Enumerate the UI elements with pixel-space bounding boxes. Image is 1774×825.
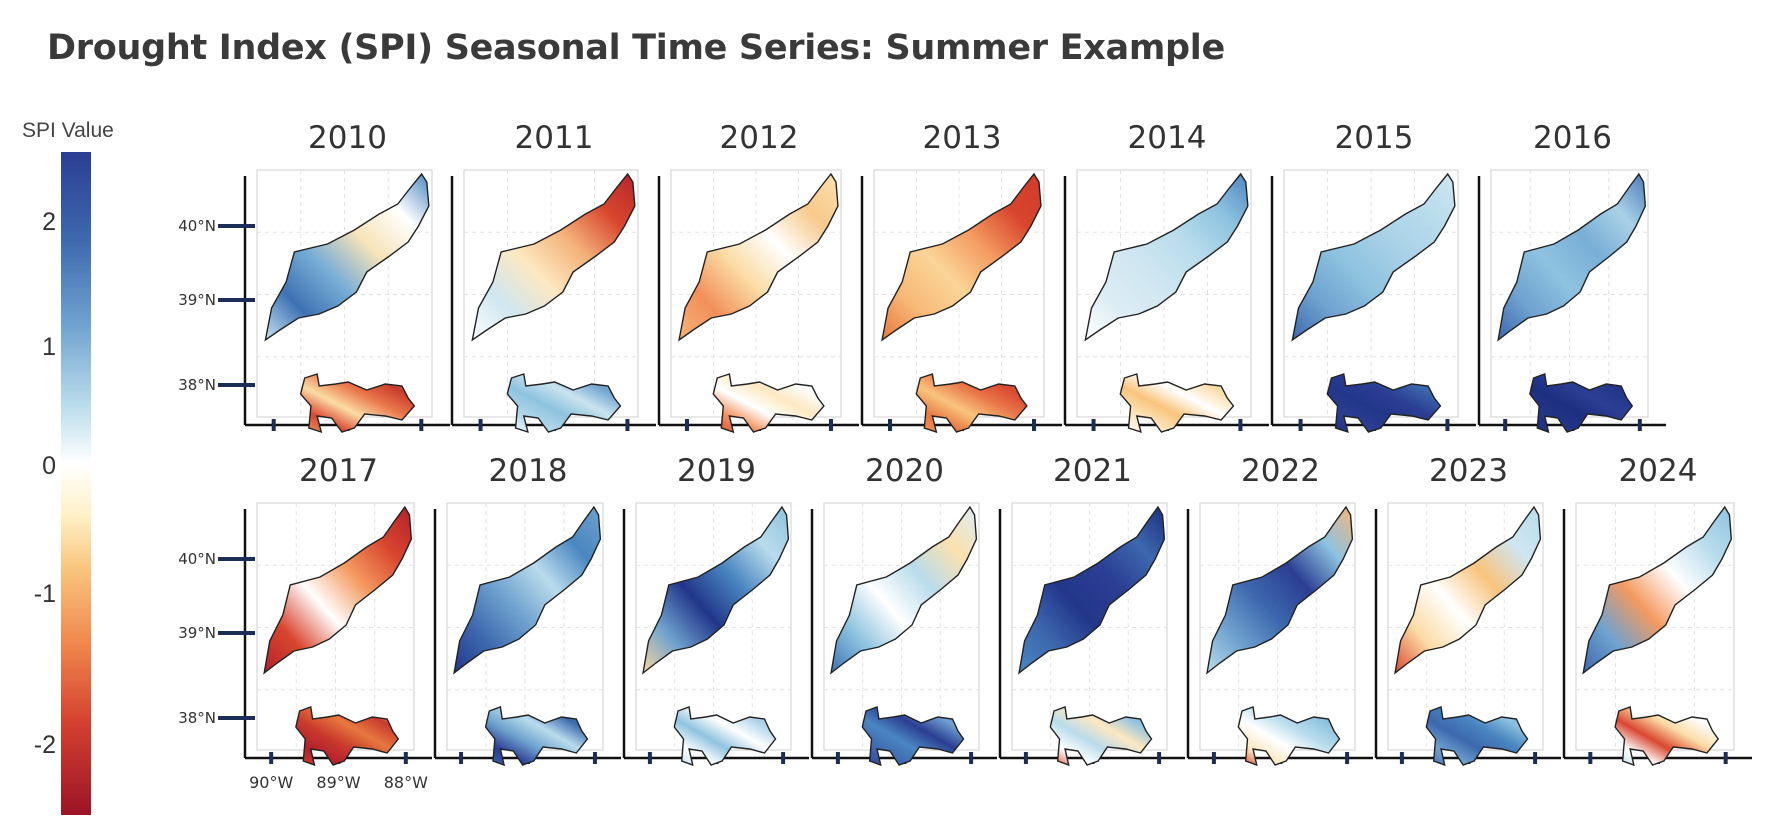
map-panel-2011: 2011 [450, 120, 656, 432]
lon-label: 89°W [316, 773, 360, 792]
lon-label: 88°W [384, 773, 428, 792]
colorbar-tick-0: 0 [42, 452, 56, 480]
map-panel-2010: 2010 40°N 39°N 38°N [178, 120, 450, 432]
year-label-2020: 2020 [865, 453, 944, 489]
lat-label: 38°N [178, 709, 216, 727]
map-panel-2022: 2022 [1186, 453, 1373, 765]
basin-lower-2015 [1327, 374, 1440, 432]
basin-upper-2022 [1207, 507, 1352, 673]
year-label-2019: 2019 [677, 453, 756, 489]
colorbar-tick-2: 2 [42, 208, 56, 236]
lat-label: 40°N [178, 217, 216, 235]
map-panel-2021: 2021 [998, 453, 1185, 765]
basin-lower-2021 [1050, 707, 1151, 765]
map-panel-2015: 2015 [1270, 120, 1476, 432]
basin-upper-2013 [882, 174, 1041, 340]
map-panel-2018: 2018 [433, 453, 621, 765]
lat-label: 39°N [178, 291, 216, 309]
map-panel-2013: 2013 [860, 120, 1062, 432]
basin-lower-2012 [713, 374, 824, 432]
basin-upper-2010 [265, 174, 428, 340]
map-panel-2016: 2016 [1477, 120, 1666, 432]
year-label-2018: 2018 [489, 453, 568, 489]
lat-label: 40°N [178, 550, 216, 568]
map-panel-2024: 2024 [1562, 453, 1752, 765]
basin-lower-2018 [486, 707, 588, 765]
basin-lower-2017 [296, 707, 398, 765]
basin-upper-2023 [1395, 507, 1540, 673]
basin-upper-2012 [679, 174, 838, 340]
basin-lower-2019 [674, 707, 775, 765]
year-label-2017: 2017 [299, 453, 378, 489]
basin-lower-2013 [916, 374, 1027, 432]
basin-upper-2014 [1085, 174, 1248, 340]
basin-lower-2020 [862, 707, 963, 765]
map-panel-2012: 2012 [657, 120, 859, 432]
year-label-2011: 2011 [515, 120, 594, 156]
map-panel-2017: 2017 40°N 39°N 38°N 90°W 89°W 88°W [178, 453, 432, 792]
basin-upper-2018 [454, 507, 600, 673]
basin-lower-2010 [301, 374, 415, 432]
spi-colorbar [61, 152, 91, 815]
basin-lower-2023 [1426, 707, 1527, 765]
year-label-2010: 2010 [308, 120, 387, 156]
year-label-2022: 2022 [1241, 453, 1320, 489]
basin-upper-2017 [264, 507, 411, 673]
colorbar-tick-1: 1 [42, 333, 56, 361]
year-label-2014: 2014 [1128, 120, 1207, 156]
lon-label: 90°W [249, 773, 293, 792]
basin-lower-2014 [1120, 374, 1233, 432]
basin-upper-2019 [643, 507, 788, 673]
year-label-2024: 2024 [1619, 453, 1698, 489]
year-label-2012: 2012 [720, 120, 799, 156]
basin-upper-2024 [1583, 507, 1731, 673]
lat-label: 39°N [178, 624, 216, 642]
basin-upper-2020 [831, 507, 976, 673]
lat-label: 38°N [178, 376, 216, 394]
year-label-2013: 2013 [923, 120, 1002, 156]
year-label-2015: 2015 [1335, 120, 1414, 156]
figure-title: Drought Index (SPI) Seasonal Time Series… [47, 28, 1225, 68]
colorbar-tick-neg1: -1 [33, 580, 56, 608]
basin-lower-2022 [1238, 707, 1339, 765]
map-panel-2014: 2014 [1063, 120, 1269, 432]
colorbar-label: SPI Value [22, 119, 114, 142]
year-label-2016: 2016 [1533, 120, 1612, 156]
map-panel-2023: 2023 [1374, 453, 1561, 765]
year-label-2023: 2023 [1429, 453, 1508, 489]
year-label-2021: 2021 [1053, 453, 1132, 489]
basin-upper-2015 [1292, 174, 1455, 340]
colorbar-tick-neg2: -2 [33, 731, 56, 759]
basin-lower-2011 [507, 374, 620, 432]
map-panel-2019: 2019 [622, 453, 809, 765]
basin-upper-2021 [1019, 507, 1164, 673]
basin-upper-2011 [472, 174, 635, 340]
basin-lower-2024 [1615, 707, 1718, 765]
map-panel-2020: 2020 [810, 453, 997, 765]
basin-upper-2016 [1498, 174, 1645, 340]
basin-lower-2016 [1530, 374, 1632, 432]
